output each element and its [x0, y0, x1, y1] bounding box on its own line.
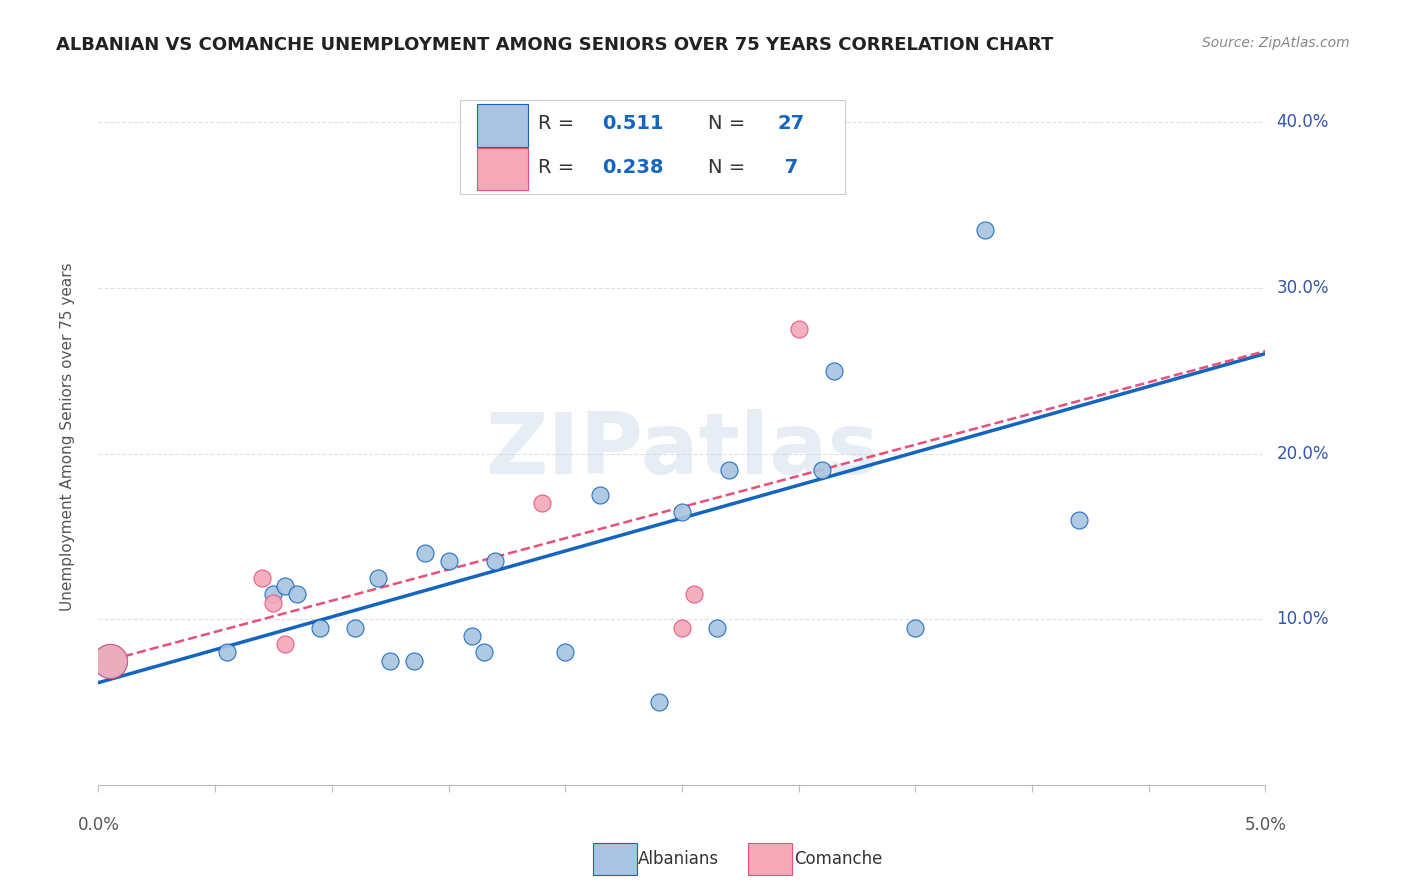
- Point: [461, 629, 484, 643]
- Text: Source: ZipAtlas.com: Source: ZipAtlas.com: [1202, 36, 1350, 50]
- Point: [413, 546, 436, 560]
- Point: [974, 223, 997, 237]
- Point: [98, 654, 121, 668]
- Point: [380, 654, 402, 668]
- Point: [671, 621, 693, 635]
- Text: Albanians: Albanians: [638, 850, 720, 868]
- Point: [671, 505, 693, 519]
- Point: [250, 571, 273, 585]
- Point: [367, 571, 389, 585]
- Point: [472, 645, 495, 659]
- Point: [98, 654, 121, 668]
- FancyBboxPatch shape: [477, 104, 527, 146]
- Point: [215, 645, 238, 659]
- FancyBboxPatch shape: [477, 148, 527, 190]
- Point: [811, 463, 834, 477]
- Point: [1067, 513, 1090, 527]
- Point: [263, 587, 285, 601]
- Point: [98, 654, 121, 668]
- Text: 0.511: 0.511: [603, 114, 664, 133]
- Point: [437, 554, 460, 568]
- Point: [530, 496, 553, 510]
- Point: [787, 322, 810, 336]
- Point: [717, 463, 740, 477]
- Text: R =: R =: [538, 158, 581, 177]
- Text: 0.238: 0.238: [603, 158, 664, 177]
- Point: [402, 654, 425, 668]
- Text: R =: R =: [538, 114, 581, 133]
- Text: 10.0%: 10.0%: [1277, 610, 1329, 628]
- Point: [263, 596, 285, 610]
- Point: [647, 695, 669, 709]
- Text: 40.0%: 40.0%: [1277, 113, 1329, 131]
- Text: 20.0%: 20.0%: [1277, 444, 1329, 463]
- Text: N =: N =: [707, 114, 751, 133]
- Point: [274, 579, 297, 593]
- Text: 0.0%: 0.0%: [77, 815, 120, 833]
- Text: 30.0%: 30.0%: [1277, 279, 1329, 297]
- Point: [274, 637, 297, 651]
- Point: [484, 554, 506, 568]
- Point: [706, 621, 728, 635]
- FancyBboxPatch shape: [460, 100, 845, 194]
- Point: [823, 364, 845, 378]
- Point: [309, 621, 332, 635]
- Text: 5.0%: 5.0%: [1244, 815, 1286, 833]
- Text: ZIPatlas: ZIPatlas: [485, 409, 879, 492]
- Point: [344, 621, 367, 635]
- Text: N =: N =: [707, 158, 751, 177]
- Point: [589, 488, 612, 502]
- Text: Comanche: Comanche: [794, 850, 883, 868]
- Y-axis label: Unemployment Among Seniors over 75 years: Unemployment Among Seniors over 75 years: [60, 263, 75, 611]
- Text: ALBANIAN VS COMANCHE UNEMPLOYMENT AMONG SENIORS OVER 75 YEARS CORRELATION CHART: ALBANIAN VS COMANCHE UNEMPLOYMENT AMONG …: [56, 36, 1053, 54]
- Point: [285, 587, 308, 601]
- Text: 27: 27: [778, 114, 804, 133]
- Point: [904, 621, 927, 635]
- Text: 7: 7: [778, 158, 797, 177]
- Point: [682, 587, 704, 601]
- Point: [98, 654, 121, 668]
- Point: [554, 645, 576, 659]
- Point: [682, 157, 704, 171]
